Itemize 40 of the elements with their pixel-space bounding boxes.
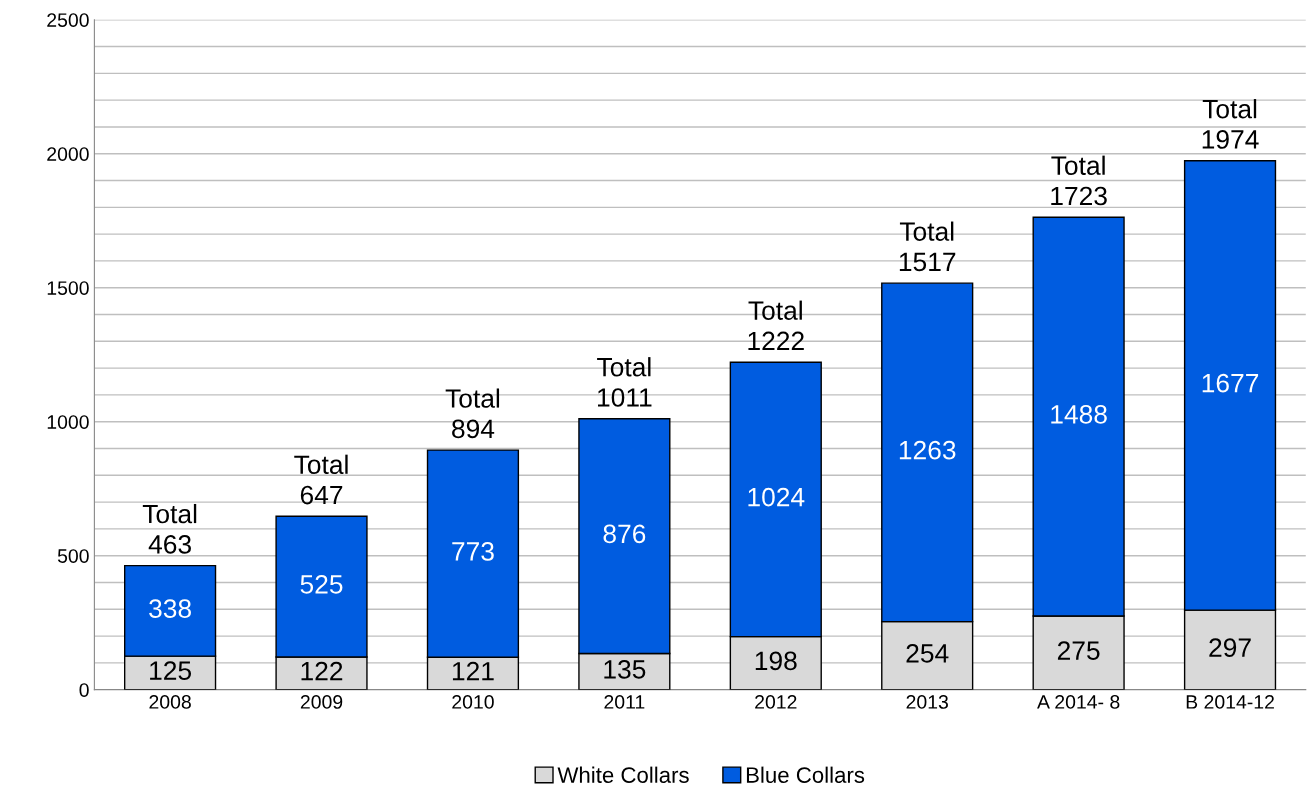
data-label: 1677 [1202, 373, 1259, 393]
data-label: 297 [1209, 638, 1251, 657]
y-tick-label: 1500 [47, 281, 89, 295]
data-label: 122 [301, 661, 343, 681]
data-label: 1024 [748, 487, 805, 507]
y-tick-label: 0 [79, 683, 89, 697]
total-label: Total 1517 [899, 221, 956, 272]
x-tick-label: 2011 [604, 695, 645, 709]
data-label: 338 [149, 599, 191, 618]
data-label: 1263 [899, 440, 956, 460]
total-label: Total 1974 [1202, 99, 1259, 149]
total-label: Total 1011 [597, 357, 652, 407]
data-label: 254 [906, 644, 949, 663]
total-label: Total 1723 [1051, 155, 1107, 206]
total-label: Total 463 [142, 503, 197, 554]
legend-label: Blue Collars [746, 766, 865, 783]
y-tick-label: 2000 [47, 147, 89, 161]
x-tick-label: A 2014- 8 [1037, 695, 1120, 709]
data-label: 198 [755, 651, 797, 671]
data-label: 525 [300, 575, 343, 594]
data-label: 773 [452, 542, 494, 561]
data-label: 125 [150, 661, 192, 681]
legend-label: White Collars [557, 766, 689, 783]
y-tick-label: 500 [57, 549, 89, 563]
x-tick-label: 2010 [452, 695, 494, 709]
total-label: Total 1222 [748, 300, 804, 351]
x-tick-label: 2009 [300, 695, 343, 709]
x-tick-label: 2013 [906, 695, 948, 709]
data-label: 275 [1057, 641, 1100, 660]
x-tick-label: B 2014-12 [1186, 695, 1274, 709]
data-label: 121 [452, 661, 494, 681]
y-tick-label: 2500 [47, 13, 89, 27]
data-label: 135 [604, 659, 646, 679]
total-label: Total 894 [445, 388, 500, 439]
data-label: 1488 [1051, 405, 1107, 424]
x-tick-label: 2012 [755, 695, 797, 709]
y-tick-label: 1000 [47, 415, 89, 429]
total-label: Total 647 [294, 454, 348, 505]
data-label: 876 [603, 524, 646, 544]
x-tick-label: 2008 [149, 695, 191, 709]
